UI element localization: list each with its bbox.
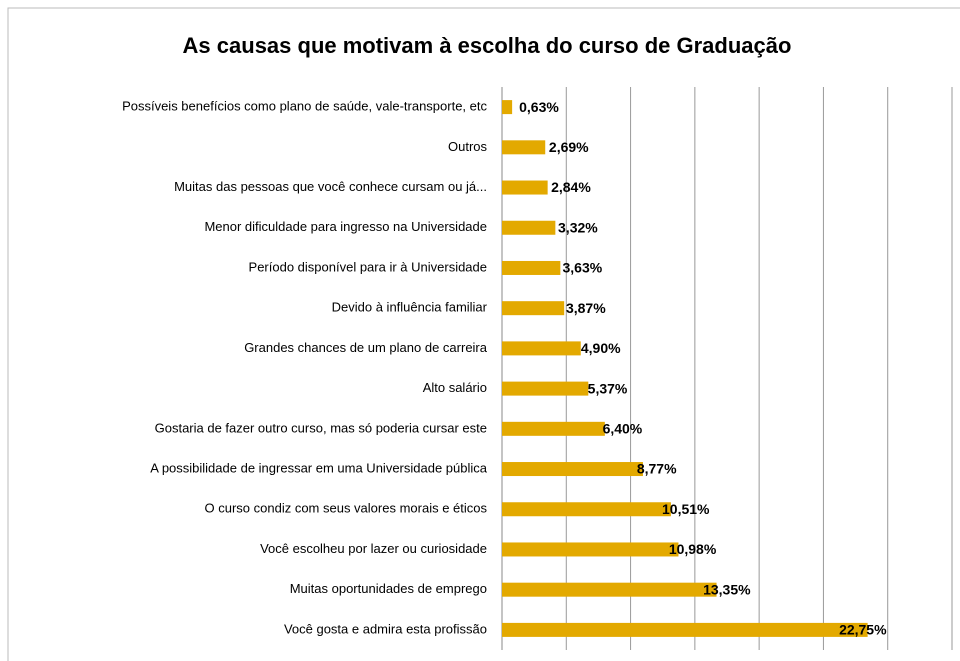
y-tick-label: O curso condiz com seus valores morais e… [205,501,488,516]
bar [502,301,565,316]
chart-frame [7,7,960,661]
bar [502,381,589,396]
value-label: 22,75% [839,622,887,638]
bar [502,220,556,235]
value-label: 2,84% [551,179,591,195]
value-label: 3,32% [558,219,598,235]
value-label: 4,90% [581,340,621,356]
y-tick-label: Você gosta e admira esta profissão [284,621,487,636]
bar [502,140,546,155]
bar [502,180,548,195]
value-label: 3,63% [563,260,603,276]
value-label: 8,77% [637,461,677,477]
value-label: 3,87% [566,300,606,316]
value-label: 13,35% [703,581,751,597]
value-label: 0,63% [519,99,559,115]
value-label: 5,37% [588,380,628,396]
value-label: 10,51% [662,501,710,517]
bar [502,421,605,436]
bar [502,502,671,517]
y-tick-label: Grandes chances de um plano de carreira [244,340,488,355]
y-tick-label: Período disponível para ir à Universidad… [249,259,487,274]
value-label: 10,98% [669,541,717,557]
y-tick-label: A possibilidade de ingressar em uma Univ… [150,460,488,475]
value-label: 6,40% [603,421,643,437]
bar [502,100,513,115]
bar [502,582,717,597]
y-tick-label: Devido à influência familiar [332,300,488,315]
y-tick-label: Alto salário [423,380,487,395]
bar [502,341,581,356]
bar [502,542,679,557]
y-tick-label: Menor dificuldade para ingresso na Unive… [204,219,487,234]
bar [502,622,868,637]
value-label: 2,69% [549,139,589,155]
bar [502,462,643,477]
y-tick-label: Outros [448,139,488,154]
bar [502,260,561,275]
y-tick-label: Muitas oportunidades de emprego [290,581,487,596]
y-tick-label: Você escolheu por lazer ou curiosidade [260,541,487,556]
y-tick-label: Muitas das pessoas que você conhece curs… [174,179,487,194]
y-tick-label: Possíveis benefícios como plano de saúde… [122,99,487,114]
chart-title: As causas que motivam à escolha do curso… [183,33,792,58]
y-tick-label: Gostaria de fazer outro curso, mas só po… [155,420,487,435]
